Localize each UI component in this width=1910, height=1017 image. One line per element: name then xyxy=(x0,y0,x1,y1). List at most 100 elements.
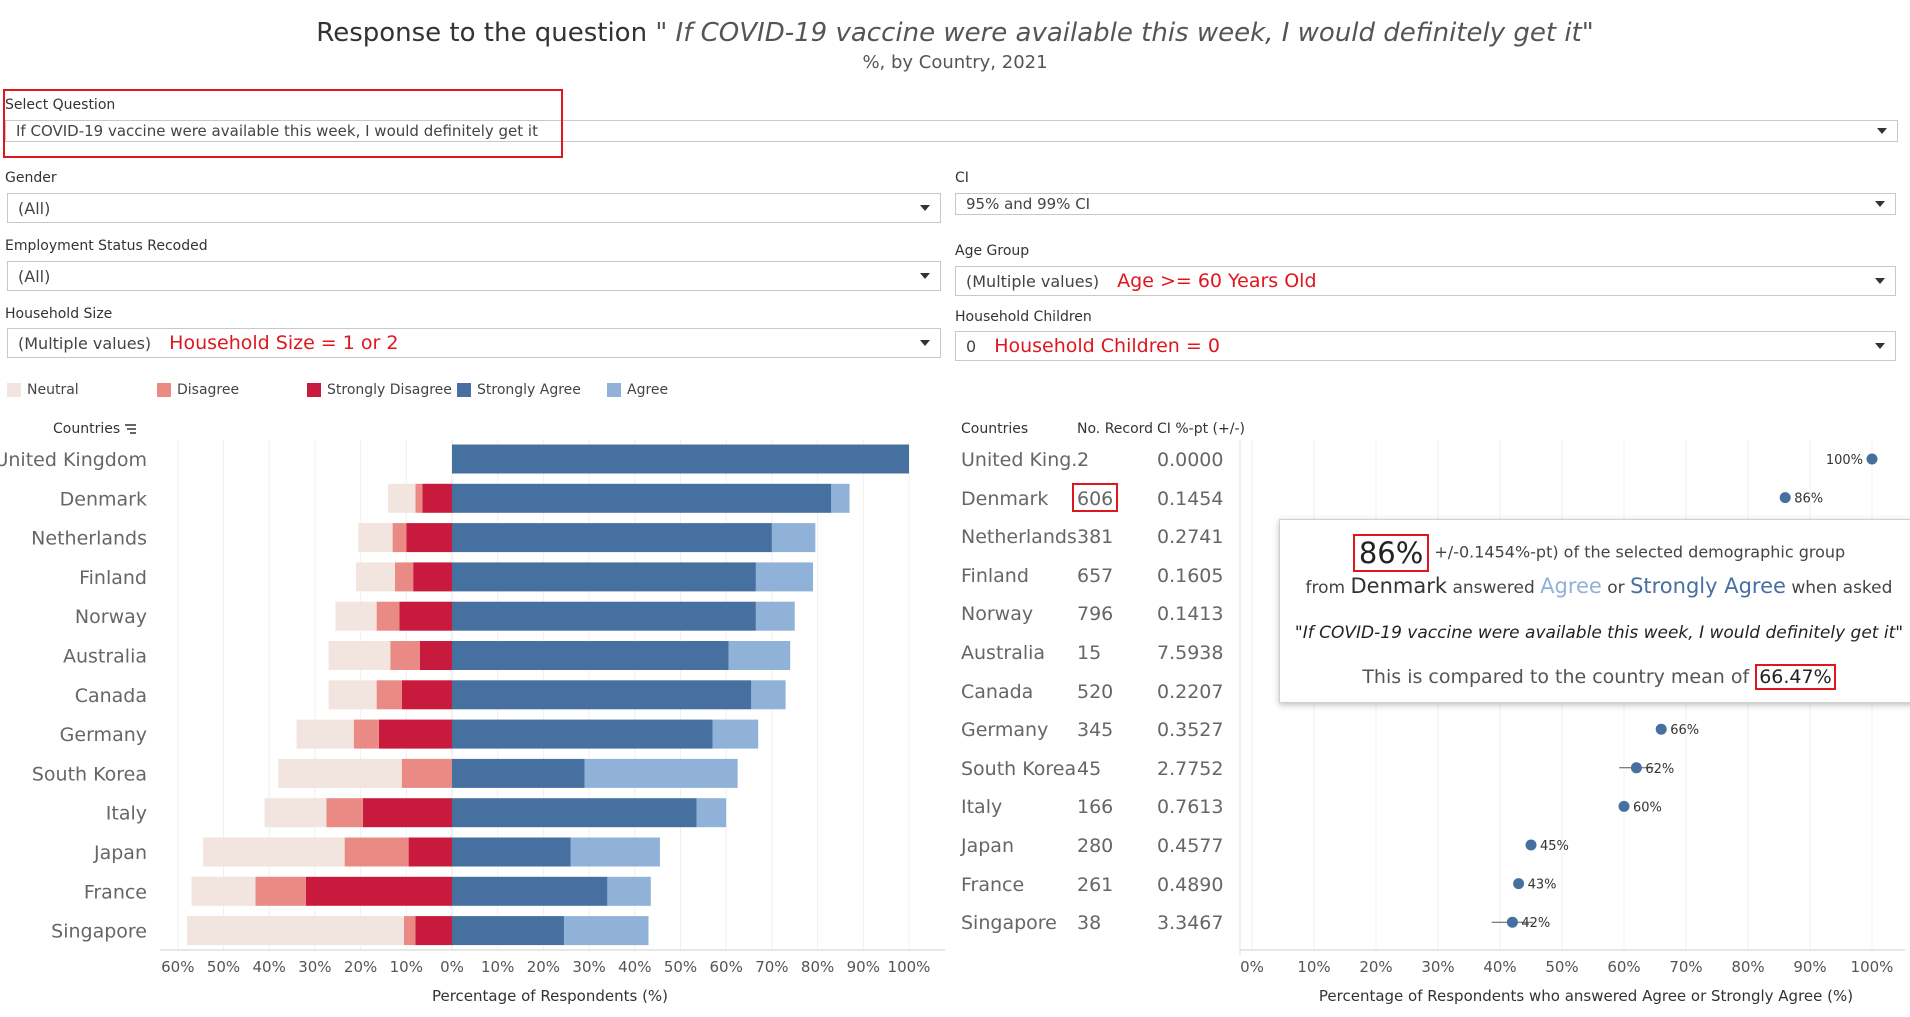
chevron-down-icon xyxy=(1875,201,1885,207)
bar-agree xyxy=(712,719,759,749)
legend-strongly-agree[interactable]: Strongly Agree xyxy=(457,382,581,398)
bar-strongly-agree xyxy=(452,837,571,867)
bar-strongly-agree xyxy=(452,562,756,592)
table-cell-country: Singapore xyxy=(961,912,1057,935)
category-label: Finland xyxy=(79,567,147,589)
table-cell-ci: 0.1413 xyxy=(1157,603,1224,626)
bar-neutral xyxy=(278,758,402,788)
x-tick-label: 80% xyxy=(801,958,834,976)
select-question-dropdown[interactable]: If COVID-19 vaccine were available this … xyxy=(5,120,1898,142)
bar-neutral xyxy=(328,680,377,710)
data-label: 45% xyxy=(1540,839,1569,854)
x-tick-label: 20% xyxy=(1359,958,1392,976)
household-children-dropdown[interactable]: 0 Household Children = 0 xyxy=(955,331,1896,361)
x-tick-label: 60% xyxy=(1607,958,1640,976)
x-tick-label: 60% xyxy=(161,958,194,976)
bar-neutral xyxy=(358,523,393,553)
bar-agree xyxy=(755,601,795,631)
chevron-down-icon xyxy=(1877,128,1887,134)
table-header-countries: Countries xyxy=(961,421,1029,437)
tooltip-when-asked: when asked xyxy=(1791,578,1893,598)
bar-neutral xyxy=(356,562,395,592)
bar-chart-countries-header: Countries xyxy=(53,421,137,437)
data-label: 42% xyxy=(1521,916,1550,931)
bar-strongly-agree xyxy=(452,444,909,474)
gender-value: (All) xyxy=(18,198,51,218)
age-group-label: Age Group xyxy=(955,243,1030,259)
chevron-down-icon xyxy=(1875,343,1885,349)
table-cell-records: 38 xyxy=(1077,912,1102,935)
data-label: 62% xyxy=(1645,762,1674,777)
legend-disagree[interactable]: Disagree xyxy=(157,382,239,398)
bar-strongly-disagree xyxy=(362,798,452,828)
ci-dropdown[interactable]: 95% and 99% CI xyxy=(955,193,1896,215)
page-subtitle: %, by Country, 2021 xyxy=(862,52,1048,73)
x-tick-label: 0% xyxy=(1240,958,1264,976)
tooltip-ci-text: +/-0.1454%-pt) of the selected demograph… xyxy=(1434,542,1846,562)
bar-strongly-disagree xyxy=(413,562,452,592)
table-cell-country: United King.. xyxy=(961,449,1084,471)
x-tick-label: 40% xyxy=(253,958,286,976)
bar-neutral xyxy=(335,601,377,631)
bar-neutral xyxy=(388,483,416,513)
data-label: 100% xyxy=(1826,453,1863,468)
table-cell-ci: 3.3467 xyxy=(1157,912,1224,935)
data-point xyxy=(1655,723,1667,735)
x-tick-label: 40% xyxy=(1483,958,1516,976)
x-tick-label: 50% xyxy=(1545,958,1578,976)
age-group-dropdown[interactable]: (Multiple values) Age >= 60 Years Old xyxy=(955,266,1896,296)
table-cell-records: 345 xyxy=(1077,719,1114,742)
age-group-value: (Multiple values) xyxy=(966,271,1100,291)
bar-strongly-agree xyxy=(452,483,832,513)
data-label: 60% xyxy=(1633,800,1662,815)
bar-strongly-disagree xyxy=(422,483,452,513)
age-group-note: Age >= 60 Years Old xyxy=(1117,270,1317,292)
bar-disagree xyxy=(326,798,363,828)
bar-strongly-disagree xyxy=(406,523,452,553)
employment-label: Employment Status Recoded xyxy=(5,238,208,254)
table-cell-ci: 0.4890 xyxy=(1157,873,1224,896)
bar-agree xyxy=(584,758,738,788)
bar-strongly-agree xyxy=(452,719,713,749)
bar-strongly-disagree xyxy=(415,916,452,946)
bar-strongly-agree xyxy=(452,916,564,946)
x-tick-label: 80% xyxy=(1731,958,1764,976)
bar-agree xyxy=(728,641,791,670)
legend-agree[interactable]: Agree xyxy=(607,382,668,398)
table-cell-country: Finland xyxy=(961,564,1029,587)
tooltip-from: from xyxy=(1305,578,1346,598)
bar-agree xyxy=(751,680,786,710)
bar-strongly-agree xyxy=(452,876,608,906)
x-axis-title: Percentage of Respondents who answered A… xyxy=(1319,987,1853,1005)
bar-strongly-disagree xyxy=(399,601,452,631)
employment-dropdown[interactable]: (All) xyxy=(7,261,941,291)
gender-dropdown[interactable]: (All) xyxy=(7,193,941,223)
tooltip-agree: Agree xyxy=(1540,574,1602,598)
bar-disagree xyxy=(390,641,421,670)
bar-neutral xyxy=(191,876,256,906)
table-cell-ci: 0.4577 xyxy=(1157,835,1224,857)
select-question-label: Select Question xyxy=(5,97,116,113)
bar-agree xyxy=(696,798,727,828)
ci-value: 95% and 99% CI xyxy=(966,195,1091,213)
table-cell-ci: 0.1454 xyxy=(1157,487,1224,510)
legend-label-strongly-agree: Strongly Agree xyxy=(477,382,581,398)
legend-strongly-disagree[interactable]: Strongly Disagree xyxy=(307,382,452,398)
tooltip-or: or xyxy=(1607,578,1625,598)
x-tick-label: 70% xyxy=(755,958,788,976)
legend-neutral[interactable]: Neutral xyxy=(7,382,79,398)
household-children-label: Household Children xyxy=(955,309,1092,325)
bar-strongly-agree xyxy=(452,523,772,553)
x-tick-label: 30% xyxy=(1421,958,1454,976)
household-size-value: (Multiple values) xyxy=(18,333,152,353)
table-cell-country: South Korea xyxy=(961,757,1077,780)
household-size-dropdown[interactable]: (Multiple values) Household Size = 1 or … xyxy=(7,328,941,358)
table-cell-records: 261 xyxy=(1077,873,1114,896)
sort-icon[interactable] xyxy=(124,424,137,434)
bar-disagree xyxy=(376,601,400,631)
category-label: Italy xyxy=(106,803,147,825)
bar-agree xyxy=(831,483,850,513)
bar-disagree xyxy=(392,523,407,553)
table-cell-country: Germany xyxy=(961,719,1049,742)
category-label: Canada xyxy=(75,685,147,707)
